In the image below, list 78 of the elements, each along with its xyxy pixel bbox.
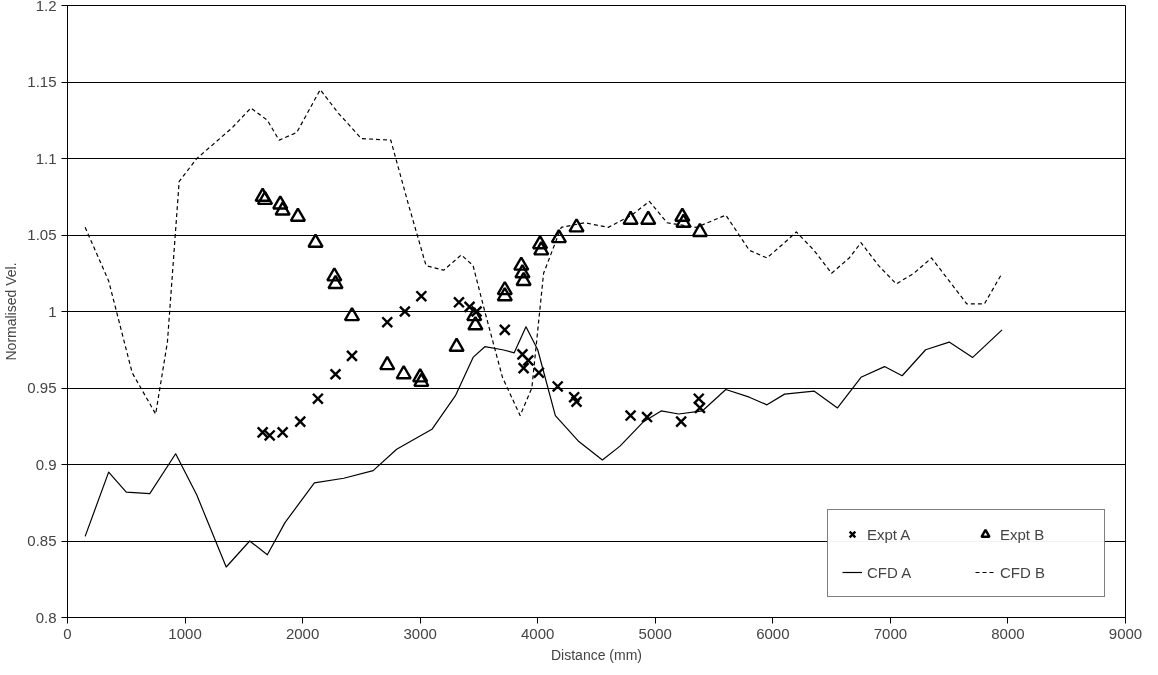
point [329, 368, 342, 381]
point [515, 271, 532, 287]
point [692, 392, 705, 405]
point [517, 361, 530, 375]
x-tick-label: 9000 [1108, 624, 1143, 642]
point [345, 349, 359, 363]
point [294, 415, 307, 428]
legend-label: Expt B [1000, 525, 1046, 543]
x-tick-label: 5000 [638, 624, 672, 642]
point [413, 372, 430, 388]
point [622, 210, 639, 225]
y-tick-label: 1.15 [27, 73, 57, 90]
point [254, 187, 271, 202]
y-tick-label: 1.2 [35, 0, 57, 14]
x-tick-label: 7000 [873, 624, 908, 642]
point [674, 207, 691, 222]
point [411, 368, 429, 383]
x-tick-label: 6000 [756, 624, 790, 642]
legend-label: Expt A [867, 525, 912, 543]
x-axis-title: Distance (mm) [551, 646, 643, 663]
point [675, 213, 692, 228]
point [327, 274, 344, 290]
y-tick-label: 1.1 [35, 149, 57, 167]
point [496, 280, 514, 296]
point [531, 234, 549, 250]
point [532, 366, 546, 379]
point [272, 195, 289, 210]
point [516, 348, 529, 361]
point [289, 207, 307, 222]
point [274, 201, 291, 216]
y-tick-label: 0.9 [35, 455, 57, 473]
point [624, 409, 637, 422]
point [379, 355, 396, 371]
legend-label: CFD B [1000, 563, 1046, 581]
x-tick-label: 8000 [991, 624, 1025, 642]
y-tick-label: 0.85 [27, 532, 57, 549]
point [415, 290, 428, 303]
point [550, 228, 568, 244]
point [674, 415, 688, 428]
y-tick-label: 0.95 [27, 379, 57, 396]
point [513, 256, 530, 271]
x-tick-label: 2000 [285, 624, 320, 642]
x-tick-label: 0 [63, 624, 72, 642]
point [496, 286, 514, 302]
point [395, 364, 412, 380]
point [448, 337, 465, 352]
point [452, 296, 466, 309]
point [470, 305, 483, 318]
y-tick-label: 1 [48, 302, 57, 320]
point [311, 392, 325, 405]
point [498, 323, 511, 337]
point [693, 401, 707, 415]
legend-label: CFD A [867, 563, 913, 581]
point [691, 222, 709, 238]
point [343, 306, 361, 322]
x-tick-label: 4000 [521, 624, 555, 642]
y-tick-label: 1.05 [27, 226, 57, 243]
point [522, 354, 535, 367]
point [568, 391, 581, 404]
point [640, 210, 657, 225]
point [551, 380, 564, 393]
y-axis-title: Normalised Vel. [3, 262, 20, 361]
point [514, 263, 531, 279]
point [381, 316, 394, 329]
point [467, 315, 484, 331]
point [568, 218, 585, 233]
point [326, 267, 343, 282]
point [398, 305, 412, 318]
point [570, 395, 583, 408]
point [307, 233, 324, 248]
point [640, 410, 654, 424]
x-tick-label: 1000 [168, 624, 202, 642]
point [256, 190, 274, 206]
x-tick-label: 3000 [403, 624, 437, 642]
point [466, 306, 483, 322]
point [463, 300, 476, 314]
y-tick-label: 0.8 [35, 608, 57, 626]
point [533, 241, 550, 256]
